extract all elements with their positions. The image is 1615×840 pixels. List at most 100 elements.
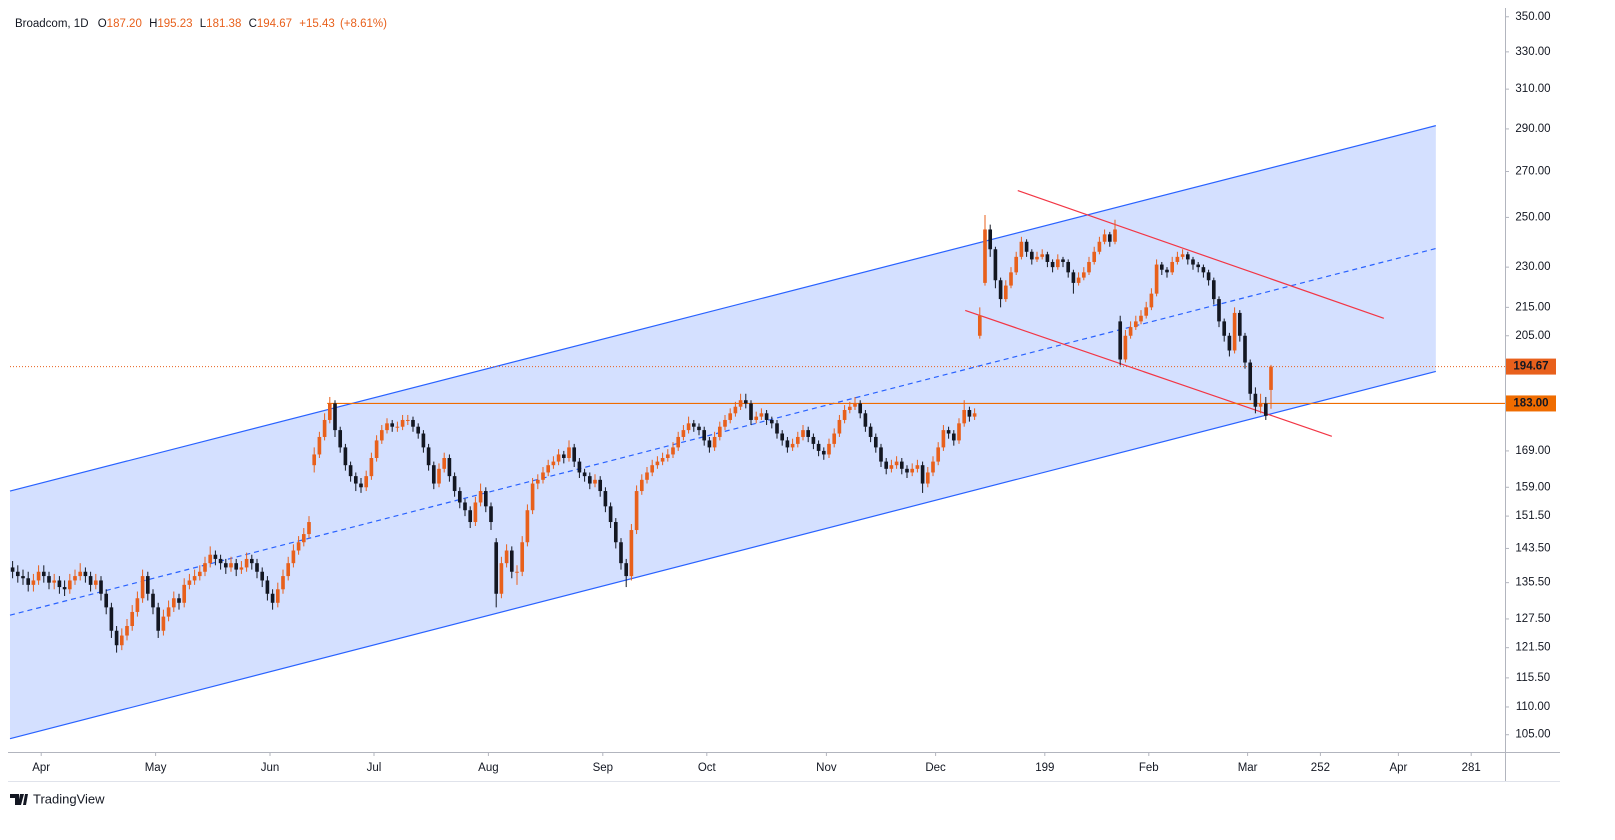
candle-body — [317, 436, 322, 455]
x-tick-label: Oct — [698, 762, 717, 774]
candle-body — [47, 576, 51, 583]
candle-body — [83, 571, 88, 577]
y-tick-label: 159.00 — [1515, 481, 1550, 493]
candle-body — [1211, 280, 1216, 300]
candle-body — [161, 616, 166, 631]
candle-body — [239, 567, 244, 570]
candle-body — [119, 635, 124, 646]
candle-body — [863, 413, 868, 427]
candle-body — [509, 550, 514, 572]
candle-body — [426, 447, 431, 466]
candle-body — [1050, 261, 1055, 268]
candle-body — [619, 542, 623, 564]
candle-body — [821, 450, 826, 455]
candle-body — [187, 580, 192, 585]
candle-body — [728, 413, 733, 420]
candle-body — [57, 580, 62, 588]
candle-body — [879, 447, 883, 462]
candle-body — [629, 530, 634, 577]
candle-body — [1040, 254, 1045, 257]
candle-body — [73, 576, 77, 581]
candle-body — [489, 506, 493, 523]
candle-body — [551, 461, 556, 466]
candle-body — [587, 476, 592, 484]
candle-body — [369, 458, 374, 477]
brand-name: TradingView — [33, 791, 105, 806]
y-tick-label: 270.00 — [1515, 166, 1550, 178]
candle-body — [842, 410, 847, 420]
candle-body — [1159, 264, 1164, 270]
axes: 350.00 330.00 310.00 290.00 270.00 250.00 230.… — [32, 11, 1550, 774]
x-tick-label: Feb — [1139, 762, 1159, 774]
candle-body — [754, 416, 759, 420]
candle-body — [998, 280, 1003, 300]
low-label: L — [200, 18, 207, 30]
candle-body — [312, 454, 317, 466]
candle-body — [437, 468, 441, 484]
candle-body — [359, 483, 363, 488]
channel-upper — [9, 125, 1436, 492]
candle-body — [1149, 293, 1154, 308]
candle-body — [78, 571, 83, 577]
candle-body — [1180, 254, 1185, 257]
candle-body — [421, 433, 426, 448]
candle-body — [400, 419, 405, 427]
candle-body — [572, 447, 577, 462]
candle-body — [182, 584, 187, 603]
candle-body — [759, 413, 764, 417]
y-tick-label: 310.00 — [1515, 83, 1550, 95]
candle-body — [234, 563, 239, 570]
open-value: 187.20 — [107, 18, 142, 30]
candle-body — [795, 436, 800, 444]
candle-body — [494, 542, 499, 594]
candle-body — [1269, 366, 1273, 390]
candle-body — [1071, 272, 1076, 283]
candle-body — [1097, 241, 1102, 252]
candle-body — [67, 580, 72, 590]
candle-body — [1107, 234, 1112, 242]
candle-body — [847, 406, 852, 411]
high-label: H — [149, 18, 157, 30]
y-tick-label: 205.00 — [1515, 330, 1550, 342]
candle-body — [218, 558, 223, 564]
channel-middle — [9, 247, 1436, 616]
candle-body — [1196, 264, 1201, 268]
candle-body — [31, 580, 36, 585]
candle-body — [171, 598, 176, 608]
candle-body — [213, 554, 218, 559]
candle-body — [1263, 403, 1268, 416]
candle-body — [10, 567, 15, 572]
candle-body — [166, 607, 171, 617]
candle-body — [712, 436, 717, 448]
candle-body — [613, 522, 618, 543]
hline-price-label: 183.00 — [1513, 397, 1548, 409]
candle-body — [364, 476, 369, 488]
candle-body — [1061, 259, 1065, 262]
candle-body — [442, 458, 447, 469]
candle-body — [15, 571, 20, 577]
candle-body — [868, 426, 873, 437]
candle-body — [244, 558, 249, 568]
candle-body — [416, 426, 421, 434]
candle-body — [88, 576, 93, 585]
symbol: Broadcom, 1D — [15, 18, 89, 30]
candle-body — [36, 571, 41, 581]
candle-body — [104, 593, 109, 608]
y-tick-label: 143.50 — [1515, 542, 1550, 554]
candle-body — [1024, 241, 1029, 252]
candle-body — [665, 454, 670, 459]
candle-body — [322, 419, 327, 437]
change-percent: (+8.61%) — [340, 18, 387, 30]
candle-body — [775, 423, 779, 434]
candle-body — [780, 433, 785, 441]
x-tick-label: Apr — [32, 762, 50, 774]
candle-body — [1128, 327, 1133, 336]
wedge-upper — [1017, 190, 1385, 319]
candle-body — [541, 472, 545, 480]
candle-body — [177, 598, 181, 603]
candle-body — [1045, 254, 1050, 262]
y-tick-label: 105.00 — [1515, 729, 1550, 741]
candle-body — [1113, 229, 1117, 242]
low-value: 181.38 — [206, 18, 241, 30]
x-tick-label: Apr — [1389, 762, 1407, 774]
